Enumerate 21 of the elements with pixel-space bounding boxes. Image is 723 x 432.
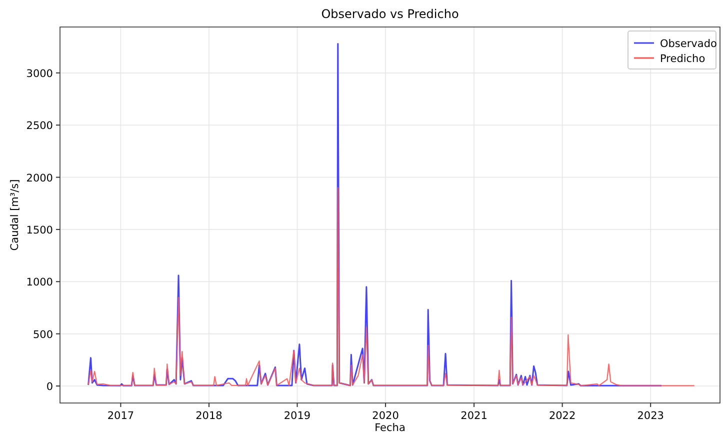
- y-tick-label: 1500: [26, 224, 53, 236]
- y-tick-label: 0: [46, 380, 53, 393]
- x-tick-label: 2019: [284, 410, 311, 422]
- x-tick-label: 2022: [548, 410, 576, 422]
- x-tick-label: 2020: [372, 410, 399, 422]
- x-axis-title: Fecha: [374, 422, 406, 432]
- y-tick-label: 2000: [26, 172, 53, 184]
- y-tick-label: 1000: [26, 276, 53, 289]
- x-tick-label: 2018: [196, 410, 222, 422]
- chart-title: Observado vs Predicho: [321, 7, 459, 21]
- x-tick-label: 2023: [637, 410, 664, 422]
- y-tick-label: 500: [32, 328, 53, 341]
- legend-label: Predicho: [660, 53, 706, 65]
- line-series: [88, 187, 695, 386]
- y-axis-title: Caudal [m³/s]: [9, 179, 21, 251]
- x-tick-label: 2017: [107, 410, 134, 422]
- y-tick-label: 2500: [26, 120, 53, 132]
- x-tick-label: 2021: [460, 410, 488, 422]
- line-series: [88, 42, 662, 386]
- legend-label: Observado: [660, 38, 717, 50]
- y-tick-label: 3000: [26, 68, 53, 80]
